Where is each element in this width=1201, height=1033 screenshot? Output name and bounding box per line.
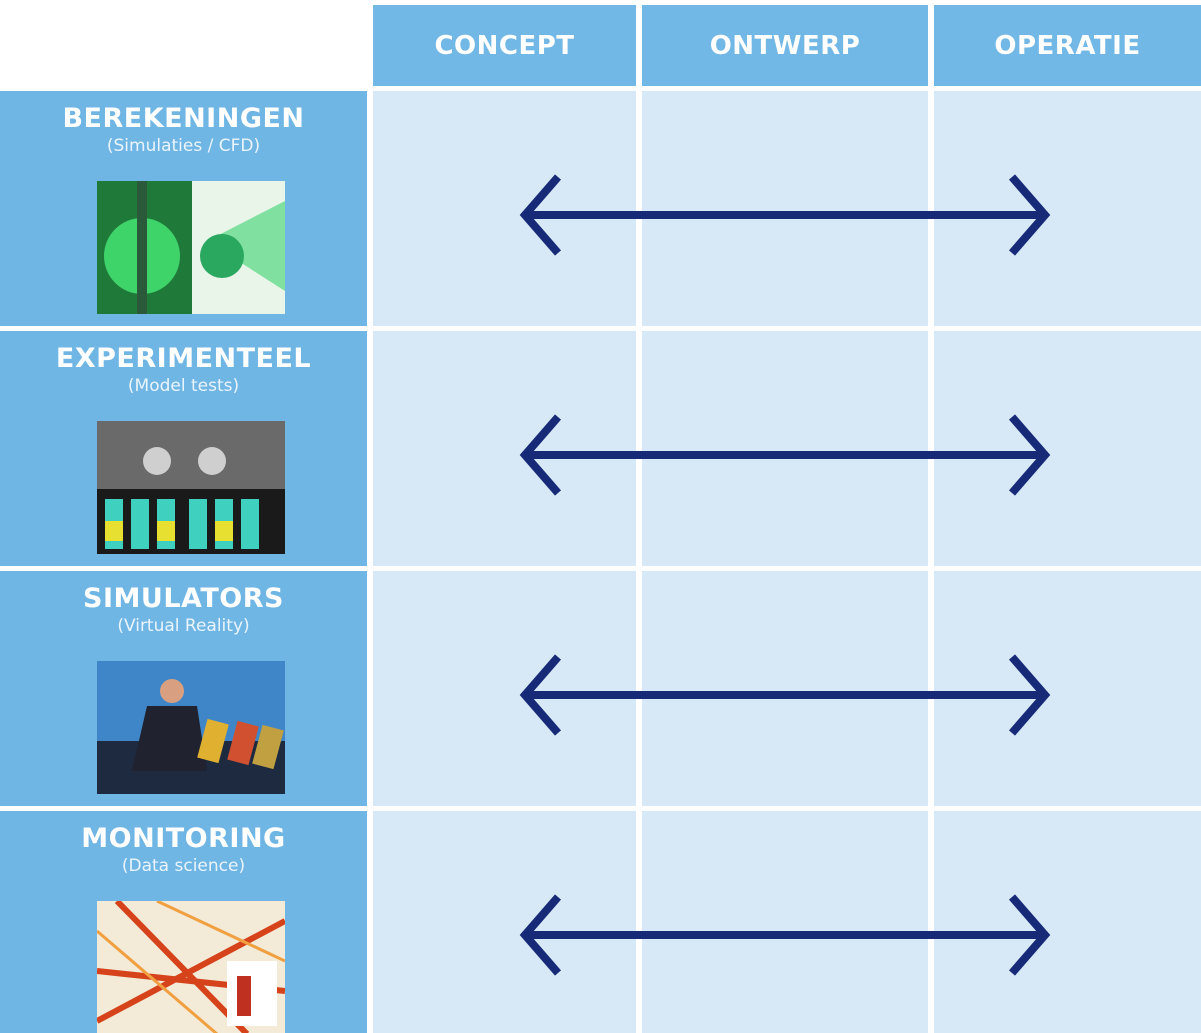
- row-subtitle: (Simulaties / CFD): [106, 136, 261, 156]
- row-title: BEREKENINGEN: [62, 103, 305, 134]
- row-title: SIMULATORS: [83, 583, 284, 614]
- row-subtitle: (Data science): [121, 856, 246, 876]
- cell: [642, 91, 928, 326]
- row-image: [97, 181, 285, 314]
- column-header: OPERATIE: [934, 5, 1201, 86]
- row-header: MONITORING (Data science): [0, 811, 367, 1033]
- row-title: MONITORING: [81, 823, 286, 854]
- cell: [373, 811, 636, 1033]
- double-arrow: [519, 174, 1051, 256]
- row-subtitle: (Virtual Reality): [117, 616, 250, 636]
- row-image: [97, 661, 285, 794]
- cell: [642, 811, 928, 1033]
- row-title: EXPERIMENTEEL: [55, 343, 312, 374]
- cell: [642, 331, 928, 566]
- row-header: EXPERIMENTEEL (Model tests): [0, 331, 367, 566]
- row-subtitle: (Model tests): [127, 376, 240, 396]
- row-image: [97, 901, 285, 1033]
- column-header: CONCEPT: [373, 5, 636, 86]
- cell: [642, 571, 928, 806]
- cell: [373, 91, 636, 326]
- row-header: BEREKENINGEN (Simulaties / CFD): [0, 91, 367, 326]
- cell: [373, 571, 636, 806]
- cell: [934, 331, 1201, 566]
- cell: [934, 91, 1201, 326]
- row-header: SIMULATORS (Virtual Reality): [0, 571, 367, 806]
- double-arrow: [519, 414, 1051, 496]
- cell: [934, 811, 1201, 1033]
- row-image: [97, 421, 285, 554]
- cell: [934, 571, 1201, 806]
- cell: [373, 331, 636, 566]
- double-arrow: [519, 654, 1051, 736]
- column-header: ONTWERP: [642, 5, 928, 86]
- double-arrow: [519, 894, 1051, 976]
